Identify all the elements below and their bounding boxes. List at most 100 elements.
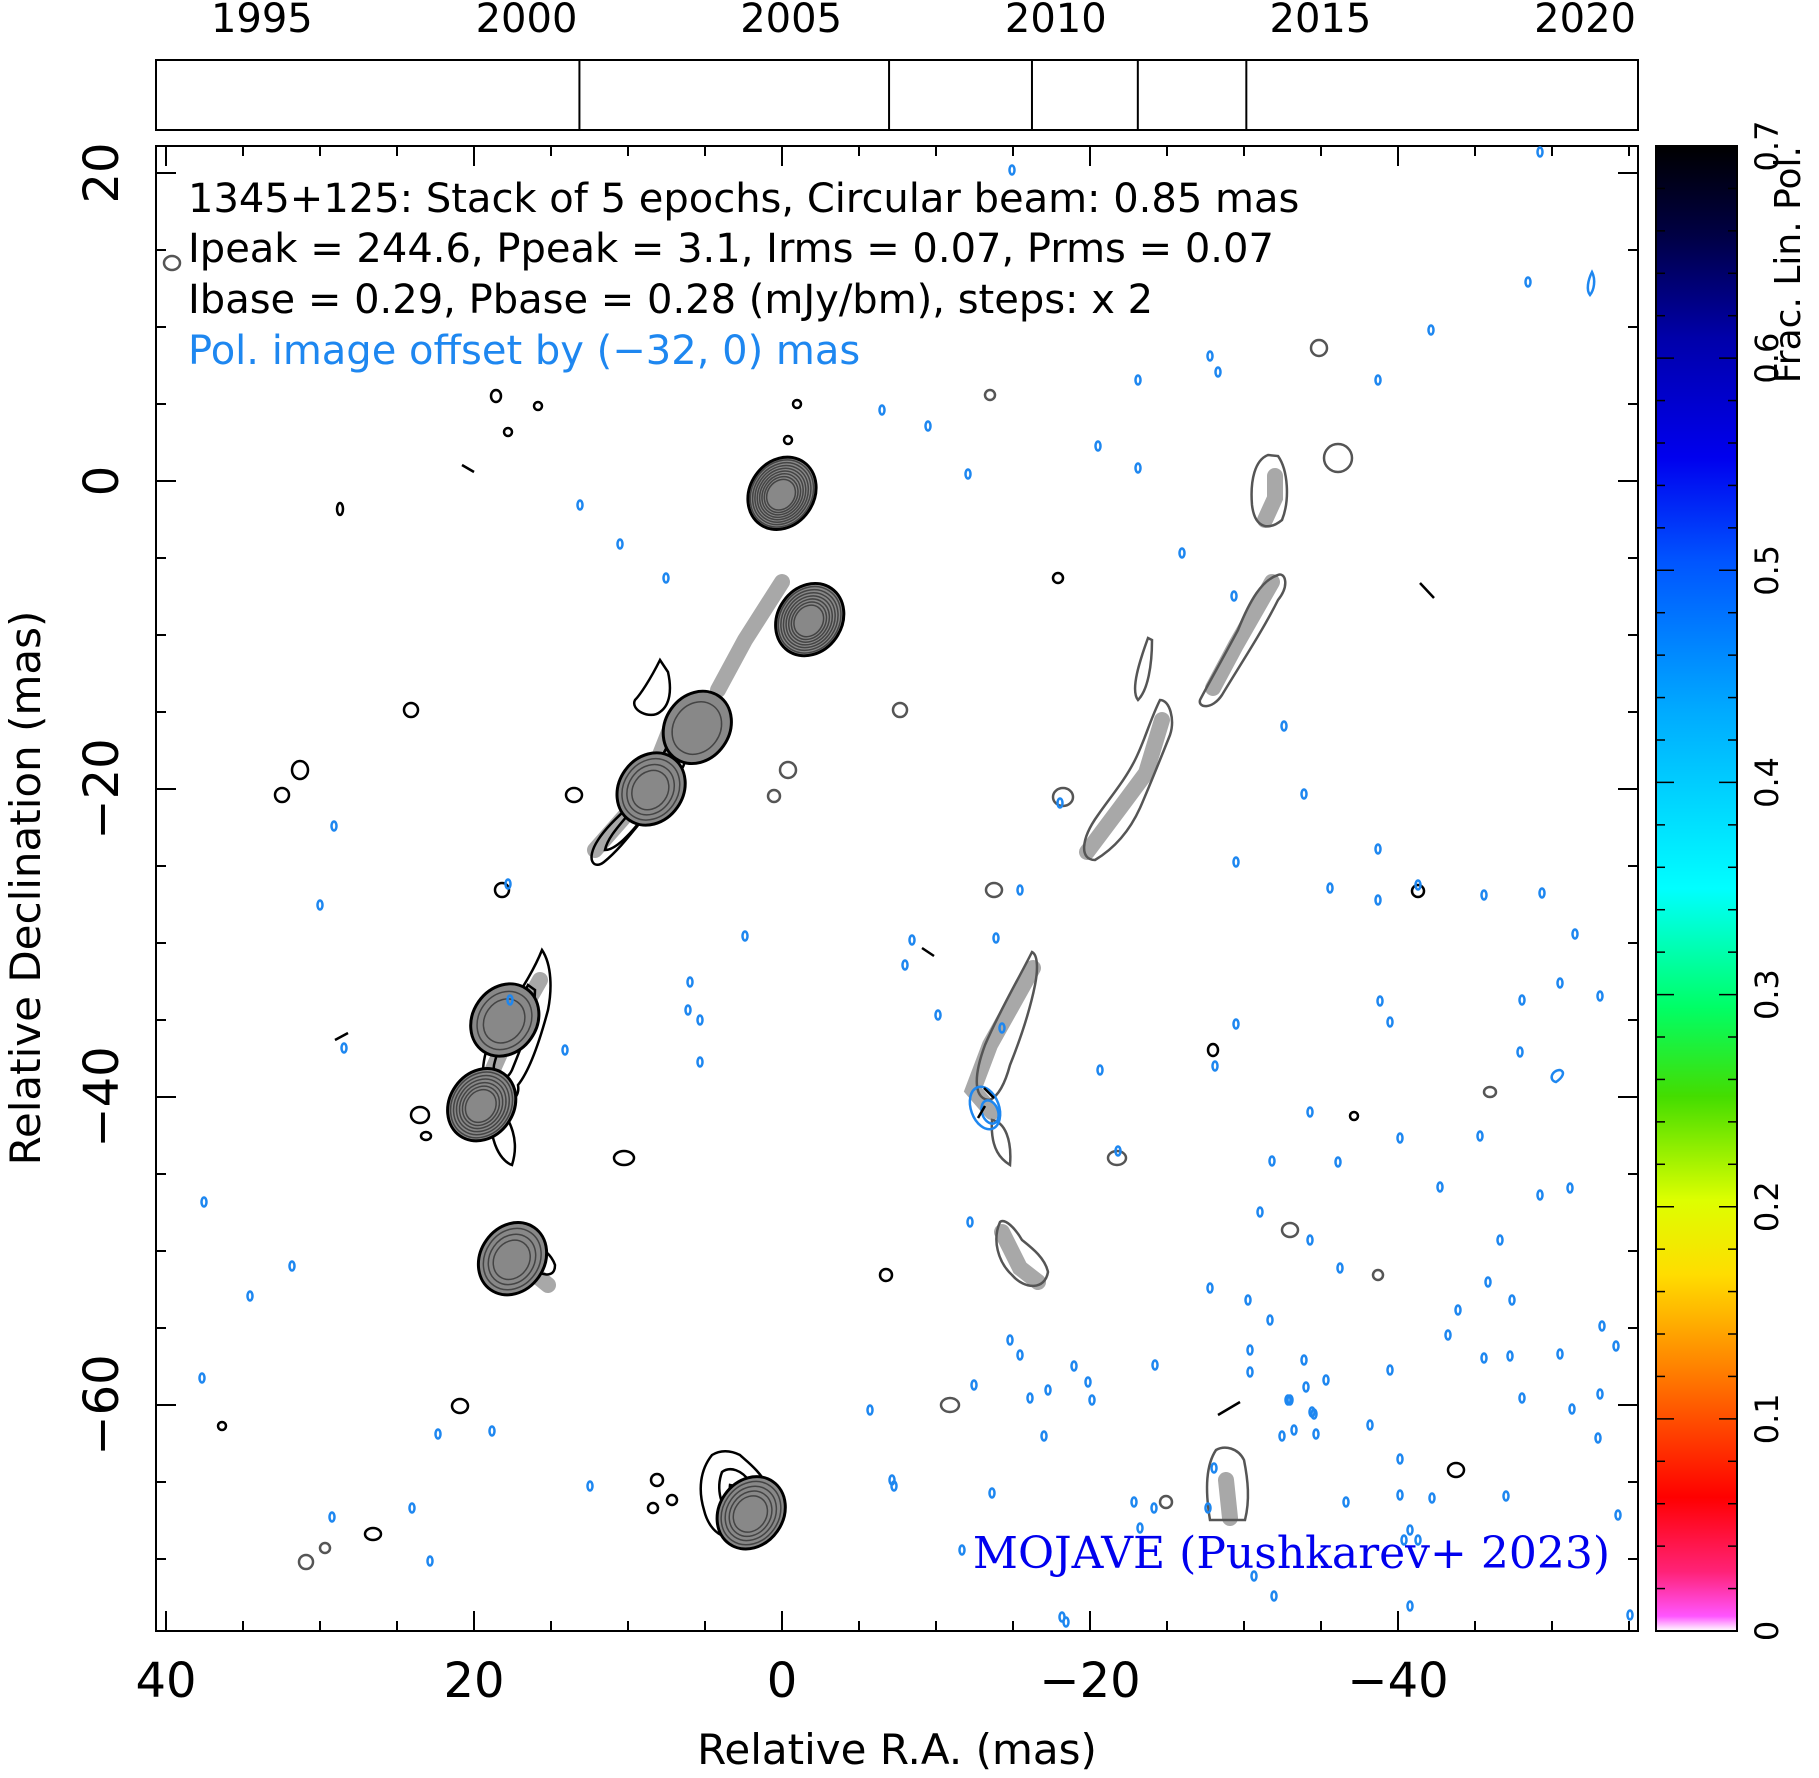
header-line-1: 1345+125: Stack of 5 epochs, Circular be…: [188, 176, 1299, 222]
pol-noise-speck: [1136, 1522, 1144, 1534]
intensity-contour-level: [449, 1071, 514, 1139]
pol-noise-speck: [1250, 1570, 1258, 1582]
intensity-contour-level: [476, 1221, 549, 1297]
pol-noise-speck: [1016, 884, 1024, 896]
pol-noise-speck: [1454, 1304, 1462, 1316]
noise-blob: [665, 1493, 679, 1507]
pol-noise-speck: [1290, 1424, 1298, 1436]
timeline-year-label: 2005: [740, 0, 842, 42]
pol-noise-speck: [1300, 1354, 1308, 1366]
pol-noise-speck: [1270, 1590, 1278, 1602]
pol-noise-blob: [891, 701, 909, 719]
pol-noise-speck: [866, 1404, 874, 1416]
pol-noise-blob: [318, 1541, 332, 1555]
pol-noise-speck: [1070, 1360, 1078, 1372]
noise-blob: [782, 434, 794, 446]
pol-noise-blob: [1280, 1221, 1300, 1239]
intensity-contour-level: [452, 1074, 510, 1136]
pol-noise-speck: [1396, 1489, 1404, 1501]
pol-noise-speck: [1414, 1534, 1422, 1546]
pol-noise-speck: [934, 1009, 942, 1021]
pol-jet-4-contour: [995, 1219, 1050, 1288]
pol-noise-speck: [1336, 1262, 1344, 1274]
noise-blob: [1446, 1461, 1466, 1479]
evpa-ticks: [334, 463, 1435, 1417]
intensity-contour-level: [787, 598, 831, 643]
noise-blob: [489, 388, 503, 404]
pol-noise-speck: [1134, 462, 1142, 474]
pol-noise-speck: [966, 1216, 974, 1228]
pol-noise-speck: [488, 1425, 496, 1437]
noise-blob: [564, 786, 584, 804]
pol-noise-speck: [1386, 1364, 1394, 1376]
pol-noise-speck: [1476, 1130, 1484, 1142]
pol-noise-blob: [162, 254, 182, 272]
noise-blob: [1348, 1110, 1360, 1122]
pol-noise-speck: [426, 1555, 434, 1567]
pol-noise-speck: [696, 1056, 704, 1068]
pol-noise-speck: [1414, 879, 1422, 891]
intensity-contour-level: [715, 1475, 787, 1551]
pol-noise-speck: [1566, 1182, 1574, 1194]
pol-noise-speck: [246, 1290, 254, 1302]
intensity-contour-level: [720, 1480, 782, 1546]
pol-noise-speck: [686, 976, 694, 988]
timeline-year-label: 2015: [1270, 0, 1372, 42]
pol-noise-speck: [1211, 1060, 1219, 1072]
total-intensity-contours: [216, 388, 1466, 1542]
pol-noise-speck: [198, 1372, 206, 1384]
evpa-tick: [983, 1087, 995, 1099]
pol-noise-speck: [878, 404, 886, 416]
pol-noise-speck: [1484, 1276, 1492, 1288]
noise-blob: [1410, 883, 1426, 899]
evpa-tick: [1419, 582, 1435, 599]
pol-noise-speck: [1406, 1600, 1414, 1612]
x-tick-label: −40: [1347, 1653, 1448, 1709]
pol-noise-speck: [1374, 843, 1382, 855]
y-tick-label: −20: [74, 738, 130, 839]
pol-noise-speck: [1268, 1155, 1276, 1167]
intensity-contour-level: [761, 473, 802, 516]
pol-noise-speck: [1016, 1349, 1024, 1361]
pol-noise-speck: [1480, 889, 1488, 901]
map-panel: 1345+125: Stack of 5 epochs, Circular be…: [155, 145, 1639, 1632]
pol-noise-speck: [1232, 856, 1240, 868]
evpa-tick: [1217, 1400, 1241, 1417]
colorbar-tick-label: 0.6: [1748, 333, 1786, 384]
pol-noise-speck: [1256, 1206, 1264, 1218]
pol-noise-blob: [939, 1396, 961, 1414]
intensity-contour-level: [671, 701, 723, 756]
evpa-tick: [921, 946, 935, 958]
pol-noise-speck: [1040, 1430, 1048, 1442]
pol-noise-speck: [1278, 1430, 1286, 1442]
pol-noise-speck: [1436, 1181, 1444, 1193]
ridge-jet-1: [710, 574, 790, 698]
pol-noise-speck: [1326, 882, 1334, 894]
colorbar-tick-label: 0.5: [1748, 545, 1786, 596]
intensity-contour-level: [754, 464, 810, 523]
pol-noise-speck: [988, 1487, 996, 1499]
pol-core-blob-inner: [980, 1099, 1000, 1125]
pol-noise-speck: [1058, 1611, 1066, 1623]
x-tick-label: 0: [767, 1653, 798, 1709]
pol-noise-speck: [1444, 1329, 1452, 1341]
evpa-tick: [334, 1031, 349, 1042]
colorbar-tick-label: 0.4: [1748, 757, 1786, 808]
noise-blob: [878, 1267, 894, 1283]
noise-blob: [335, 501, 345, 517]
x-tick-label: 20: [443, 1653, 504, 1709]
pol-noise-speck: [1284, 1394, 1292, 1406]
pol-noise-speck: [970, 1379, 978, 1391]
noise-blob: [646, 1501, 660, 1515]
core-components: [446, 455, 846, 1551]
pol-jet-2-contour: [1082, 698, 1174, 862]
pol-jet-tail-contour: [990, 1118, 1012, 1168]
pol-noise-speck: [696, 1014, 704, 1026]
intensity-contour-level: [464, 1088, 497, 1124]
pol-noise-speck: [1568, 1403, 1576, 1415]
pol-noise-speck: [616, 538, 624, 550]
pol-noise-speck: [1130, 1496, 1138, 1508]
intensity-contour-level: [724, 1485, 778, 1542]
pol-noise-speck: [200, 1196, 208, 1208]
